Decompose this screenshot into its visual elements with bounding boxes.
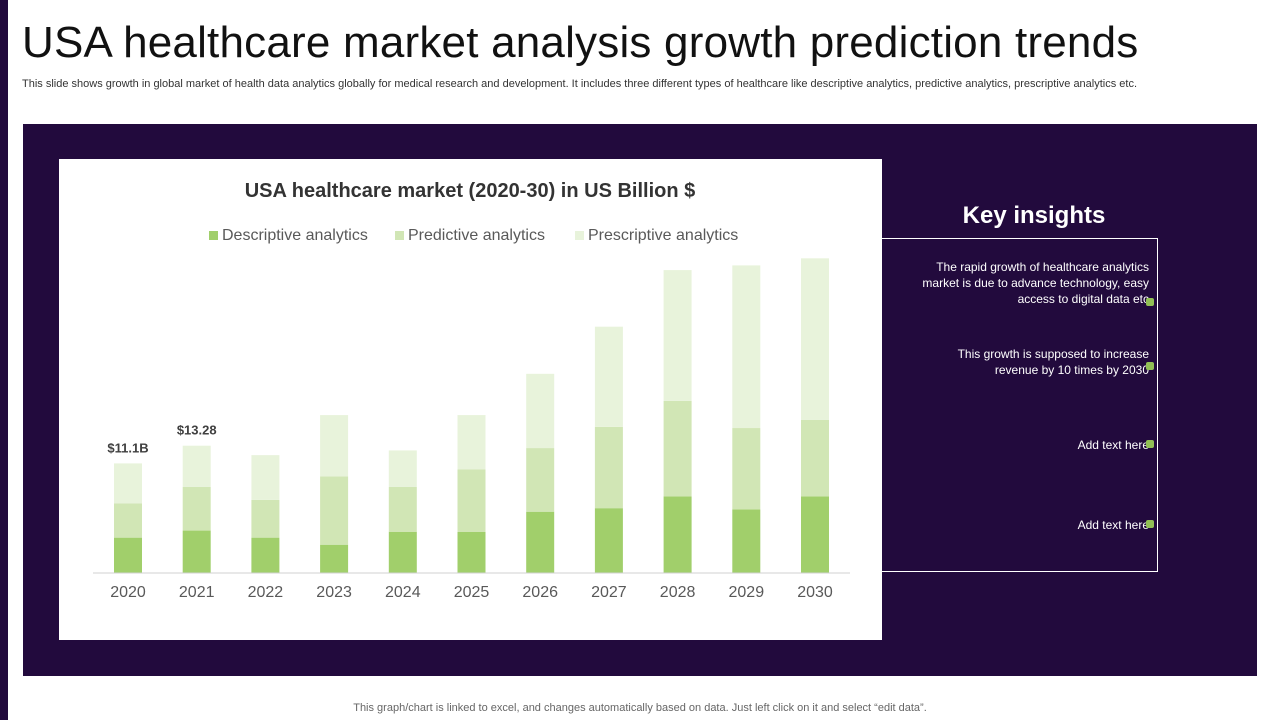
x-tick-label: 2022	[248, 584, 284, 601]
bar-segment	[594, 326, 623, 427]
bar-segment	[182, 530, 211, 573]
chart-bars	[114, 258, 829, 573]
bar-segment	[526, 373, 555, 449]
key-insights-box: The rapid growth of healthcare analytics…	[880, 238, 1158, 572]
bar-segment	[801, 496, 829, 573]
legend-swatch	[395, 231, 404, 240]
bar-segment	[526, 448, 555, 512]
legend-swatch	[575, 231, 584, 240]
bar-segment	[251, 455, 280, 500]
legend-label: Descriptive analytics	[222, 227, 368, 244]
insight-item-4: Add text here	[929, 517, 1154, 533]
insight-item-3: Add text here	[929, 437, 1154, 453]
insight-item-1: The rapid growth of healthcare analytics…	[899, 259, 1154, 307]
page-title: USA healthcare market analysis growth pr…	[22, 18, 1139, 67]
bar-segment	[388, 486, 417, 532]
bar-segment	[457, 415, 486, 470]
bar-segment	[388, 450, 417, 487]
x-tick-label: 2023	[316, 584, 352, 601]
insight-item-2: This growth is supposed to increase reve…	[919, 346, 1154, 378]
bar-segment	[801, 419, 829, 497]
bar-segment	[663, 400, 692, 497]
bar-segment	[732, 265, 761, 429]
bullet-dot-icon	[1146, 298, 1154, 306]
legend-label: Predictive analytics	[408, 227, 545, 244]
bar-segment	[594, 508, 623, 573]
bullet-dot-icon	[1146, 440, 1154, 448]
footer-note: This graph/chart is linked to excel, and…	[353, 702, 927, 714]
insight-text: Add text here	[1077, 518, 1149, 532]
chart-title: USA healthcare market (2020-30) in US Bi…	[245, 180, 696, 202]
bar-segment	[114, 503, 142, 538]
bullet-dot-icon	[1146, 520, 1154, 528]
x-tick-label: 2027	[591, 584, 627, 601]
bar-segment	[526, 511, 555, 573]
bullet-dot-icon	[1146, 362, 1154, 370]
x-tick-label: 2025	[454, 584, 490, 601]
bar-segment	[251, 499, 280, 538]
x-tick-label: 2029	[729, 584, 765, 601]
data-labels: $11.1B $13.28	[107, 423, 216, 456]
bar-segment	[320, 476, 349, 545]
x-tick-label: 2020	[110, 584, 146, 601]
bar-segment	[457, 469, 486, 532]
x-tick-label: 2024	[385, 584, 421, 601]
bar-segment	[663, 496, 692, 573]
data-label: $11.1B	[107, 440, 148, 455]
legend-swatch	[209, 231, 218, 240]
bar-segment	[732, 428, 761, 510]
x-tick-label: 2021	[179, 584, 215, 601]
insight-text: This growth is supposed to increase reve…	[957, 347, 1149, 377]
data-label: $13.28	[177, 423, 217, 438]
bar-segment	[801, 258, 829, 420]
bar-segment	[114, 537, 142, 573]
insight-text: The rapid growth of healthcare analytics…	[922, 260, 1149, 306]
stacked-bar-chart[interactable]: USA healthcare market (2020-30) in US Bi…	[59, 159, 882, 640]
bar-segment	[663, 270, 692, 401]
bar-segment	[457, 531, 486, 573]
chart-card[interactable]: USA healthcare market (2020-30) in US Bi…	[59, 159, 882, 640]
x-axis-ticks: 2020 2021 2022 2023 2024 2025 2026 2027 2028 2029…	[110, 584, 833, 601]
bar-segment	[388, 531, 417, 573]
chart-legend: Descriptive analytics Predictive analytic…	[209, 227, 738, 244]
x-tick-label: 2028	[660, 584, 696, 601]
bar-segment	[320, 544, 349, 573]
bar-segment	[251, 537, 280, 573]
bar-segment	[320, 415, 349, 477]
legend-label: Prescriptive analytics	[588, 227, 738, 244]
bar-segment	[182, 445, 211, 487]
bar-segment	[732, 509, 761, 573]
left-accent-bar	[0, 0, 8, 720]
bar-segment	[114, 463, 142, 504]
x-tick-label: 2026	[522, 584, 558, 601]
x-tick-label: 2030	[797, 584, 833, 601]
bar-segment	[182, 486, 211, 531]
page-subtitle: This slide shows growth in global market…	[22, 78, 1138, 90]
bar-segment	[594, 426, 623, 509]
insight-text: Add text here	[1077, 438, 1149, 452]
key-insights-title: Key insights	[962, 202, 1106, 229]
